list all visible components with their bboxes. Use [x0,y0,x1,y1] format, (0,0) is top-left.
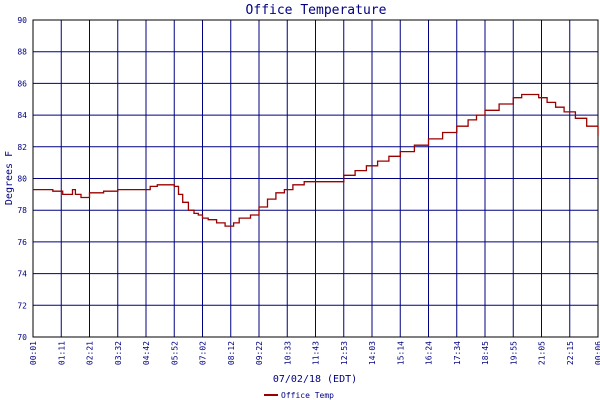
x-tick-label: 11:43 [312,341,321,365]
y-tick-label: 90 [17,16,27,25]
series-layer [33,93,599,227]
y-tick-label: 70 [17,333,27,342]
x-tick-label: 00:01 [29,341,38,365]
plot-frame [32,19,599,338]
y-tick-label: 72 [17,301,27,310]
x-tick-label: 17:34 [453,341,462,365]
y-tick-label: 76 [17,238,27,247]
x-tick-label: 22:15 [566,341,575,365]
x-tick-label: 03:32 [114,341,123,365]
legend: Office Temp [264,391,334,400]
x-tick-label: 10:33 [283,341,292,365]
x-tick-label: 07:02 [199,341,208,365]
x-tick-label: 18:45 [481,341,490,365]
x-tick-label: 19:55 [509,341,518,365]
x-tick-label: 16:24 [425,341,434,365]
x-tick-label: 21:05 [538,341,547,365]
y-tick-label: 82 [17,143,27,152]
x-tick-label: 01:11 [57,341,66,365]
x-tick-label: 00:06 [594,341,600,365]
series-line-0 [33,93,599,227]
x-tick-label: 02:21 [86,341,95,365]
x-tick-label: 04:42 [142,341,151,365]
x-tick-label: 15:14 [396,341,405,365]
y-axis-label: Degrees F [4,151,15,205]
chart-title: Office Temperature [246,3,387,18]
x-tick-label: 09:22 [255,341,264,365]
y-tick-label: 84 [17,111,27,120]
x-axis-label: 07/02/18 (EDT) [273,374,357,385]
x-tick-labels: 00:01 01:11 02:21 03:32 04:42 05:52 07:02 08:12… [29,341,600,365]
y-tick-label: 88 [17,48,27,57]
y-tick-label: 78 [17,206,27,215]
x-tick-label: 08:12 [227,341,236,365]
x-tick-label: 05:52 [170,341,179,365]
y-tick-label: 74 [17,270,27,279]
x-tick-label: 12:53 [340,341,349,365]
legend-label: Office Temp [281,391,334,400]
y-tick-label: 86 [17,79,27,88]
x-tick-label: 14:03 [368,341,377,365]
y-tick-labels: 70 72 74 76 78 80 82 84 86 88 90 [17,16,27,342]
grid-lines [32,19,599,338]
y-tick-label: 80 [17,175,27,184]
